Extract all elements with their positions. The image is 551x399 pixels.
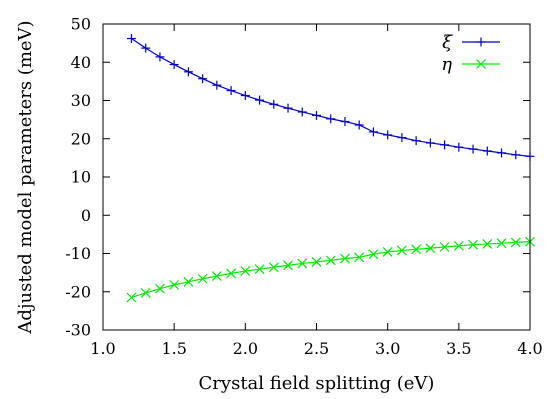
data-point (283, 260, 293, 271)
data-point (169, 60, 179, 70)
data-point (511, 150, 521, 160)
data-point (198, 74, 208, 84)
x-tick-label: 1.5 (161, 339, 186, 358)
data-point (496, 238, 507, 249)
data-point (297, 107, 307, 117)
data-point (269, 99, 279, 109)
data-point (226, 86, 236, 96)
data-point (340, 253, 350, 264)
data-point (297, 258, 308, 269)
data-point (211, 271, 222, 281)
x-tick-label: 2.0 (233, 339, 258, 358)
data-point (482, 239, 493, 249)
data-point (240, 91, 250, 101)
x-tick-label: 1.0 (90, 339, 115, 358)
data-point (197, 273, 208, 284)
data-point (312, 110, 321, 120)
data-point (169, 279, 180, 290)
data-point (382, 247, 393, 257)
data-point (155, 283, 165, 294)
y-tick-label: -30 (65, 321, 91, 340)
series-layer (126, 34, 535, 303)
legend-item: ξ (442, 32, 500, 53)
data-point (183, 276, 194, 287)
tick-layer: 1.0 1.5 2.0 2.5 3.0 3.5 4.0 -30 -20 -10 0 10 20 30 40 5… (65, 15, 542, 359)
data-point (311, 256, 322, 267)
data-point (183, 67, 193, 77)
data-point (126, 292, 137, 303)
series-line (131, 38, 531, 157)
y-axis-label: Adjusted model parameters (meV) (15, 20, 36, 334)
series-1 (126, 34, 535, 161)
y-tick-label: 10 (71, 168, 91, 187)
data-point (425, 243, 436, 254)
data-point (368, 127, 378, 137)
series-2 (126, 236, 535, 303)
data-point (439, 242, 450, 252)
x-tick-label: 4.0 (517, 339, 542, 358)
legend-marker (476, 37, 486, 47)
data-point (254, 264, 265, 275)
data-point (268, 262, 279, 273)
y-tick-label: 30 (71, 91, 91, 110)
legend-marker (476, 59, 486, 69)
data-point (411, 244, 422, 255)
data-point (396, 245, 407, 256)
series-line (131, 241, 531, 299)
y-tick-label: -20 (65, 282, 91, 301)
legend-label: ξ (442, 32, 453, 53)
legend: ξη (441, 32, 500, 75)
data-point (141, 43, 151, 53)
data-point (212, 80, 222, 90)
data-point (340, 117, 350, 127)
legend-item: η (441, 54, 500, 75)
data-point (497, 148, 507, 158)
data-point (240, 266, 251, 277)
y-tick-label: 50 (71, 15, 91, 34)
x-tick-label: 2.5 (304, 339, 329, 358)
data-point (453, 240, 464, 251)
data-point (140, 287, 151, 298)
data-point (226, 268, 237, 279)
data-point (510, 237, 521, 248)
data-point (255, 95, 265, 105)
data-point (383, 130, 393, 140)
plot-frame (102, 23, 531, 331)
y-tick-label: 0 (81, 206, 91, 225)
data-point (397, 133, 407, 143)
data-point (283, 103, 293, 113)
legend-label: η (441, 54, 452, 75)
data-point (425, 138, 435, 148)
y-tick-label: 40 (71, 53, 91, 72)
data-point (468, 144, 478, 154)
data-point (155, 52, 165, 62)
data-point (411, 136, 421, 146)
data-point (354, 120, 364, 130)
data-point (354, 252, 365, 263)
data-point (468, 239, 478, 250)
y-tick-label: -10 (65, 244, 91, 263)
x-axis-label: Crystal field splitting (eV) (199, 373, 435, 394)
data-point (482, 146, 492, 156)
x-tick-label: 3.5 (446, 339, 471, 358)
data-point (454, 142, 464, 152)
data-point (326, 114, 336, 124)
data-point (440, 140, 450, 150)
data-point (126, 34, 136, 44)
x-tick-label: 3.0 (375, 339, 400, 358)
data-point (325, 255, 336, 266)
y-tick-label: 20 (71, 129, 91, 148)
data-point (368, 249, 379, 260)
